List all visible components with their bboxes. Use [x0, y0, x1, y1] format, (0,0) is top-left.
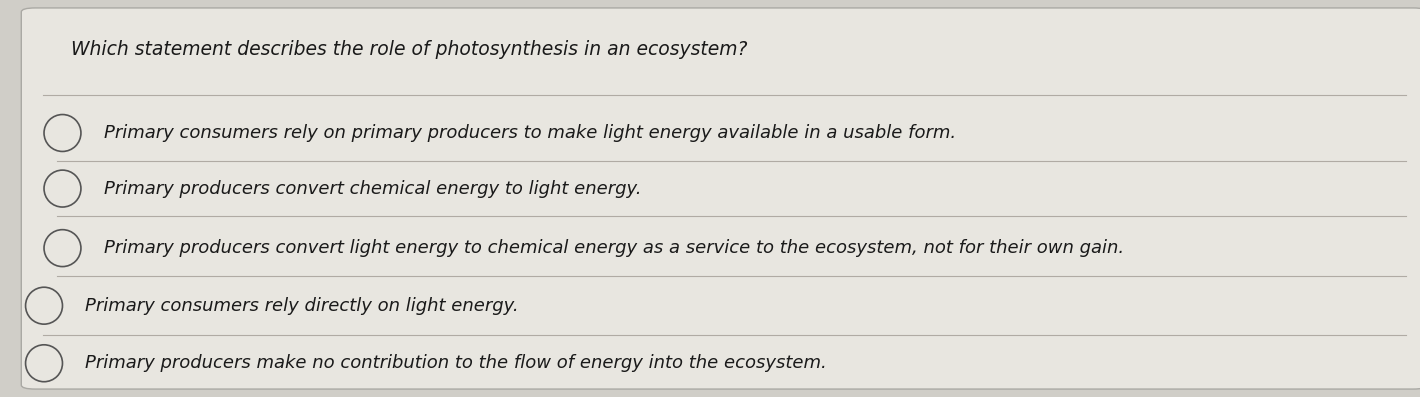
- Text: Which statement describes the role of photosynthesis in an ecosystem?: Which statement describes the role of ph…: [71, 40, 747, 59]
- Text: Primary producers convert chemical energy to light energy.: Primary producers convert chemical energ…: [104, 179, 642, 198]
- Text: Primary consumers rely directly on light energy.: Primary consumers rely directly on light…: [85, 297, 518, 315]
- Text: Primary producers make no contribution to the flow of energy into the ecosystem.: Primary producers make no contribution t…: [85, 354, 826, 372]
- FancyBboxPatch shape: [21, 8, 1420, 389]
- Text: Primary producers convert light energy to chemical energy as a service to the ec: Primary producers convert light energy t…: [104, 239, 1123, 257]
- Text: Primary consumers rely on primary producers to make light energy available in a : Primary consumers rely on primary produc…: [104, 124, 956, 142]
